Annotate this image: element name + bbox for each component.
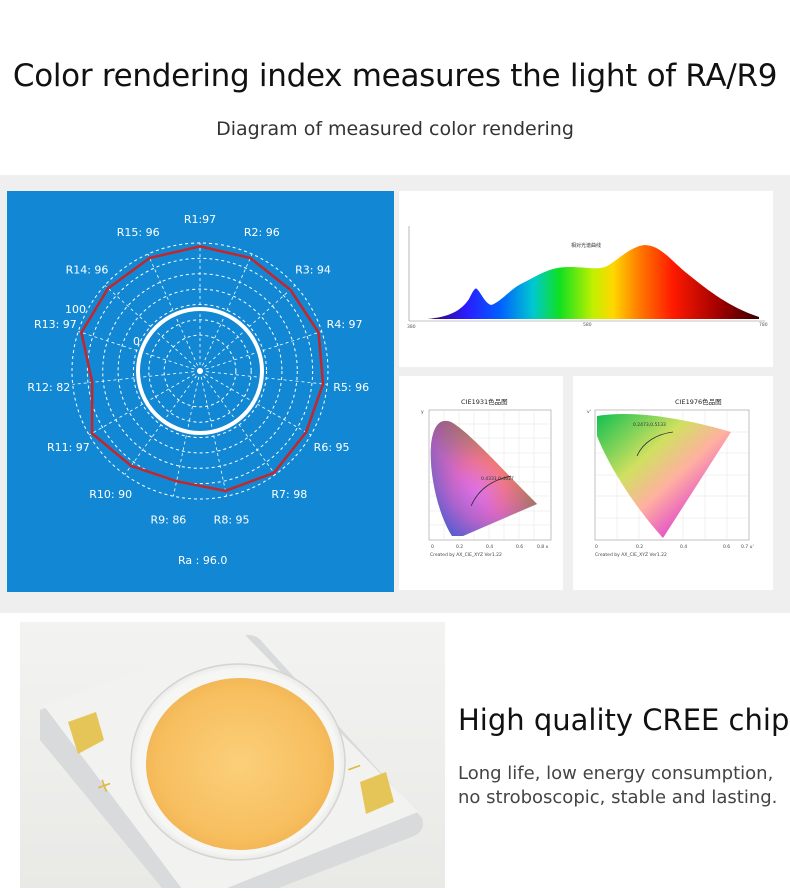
cie1931-point-label: 0.4331,0.4027 — [481, 476, 514, 482]
polar-axis-label: R7: 98 — [271, 488, 307, 501]
svg-text:v': v' — [587, 409, 591, 415]
grid-spoke — [199, 253, 253, 372]
polar-axis-label: R1:97 — [184, 213, 216, 226]
page-title: Color rendering index measures the light… — [12, 58, 778, 94]
svg-text:0.2: 0.2 — [456, 544, 463, 550]
polar-axis-label: R9: 86 — [150, 514, 186, 527]
minus-mark: − — [342, 753, 366, 781]
spectrum-title: 相对光谱曲线 — [571, 242, 601, 249]
spectrum-xtick: 780 — [759, 322, 768, 328]
grid-ring — [148, 319, 252, 423]
svg-text:0.6: 0.6 — [516, 544, 523, 550]
chip-desc-line: no stroboscopic, stable and lasting. — [458, 787, 778, 808]
cie1931-title: CIE1931色品图 — [461, 397, 508, 406]
spectrum-xtick: 380 — [407, 324, 416, 330]
cie1976-svg: CIE1976色品图 0.2473,0.5133 v' 0 0.2 0.4 0.… — [587, 397, 754, 558]
gold-pad — [68, 712, 104, 754]
page-subtitle: Diagram of measured color rendering — [216, 118, 574, 140]
cie1976-title: CIE1976色品图 — [675, 397, 722, 406]
svg-text:0.8 x: 0.8 x — [537, 544, 549, 550]
scale-zero-label: 0 — [133, 335, 140, 348]
polar-axis-label: R13: 97 — [34, 318, 77, 331]
svg-text:0.6: 0.6 — [723, 544, 730, 550]
chip-desc-line: Long life, low energy consumption, — [458, 763, 774, 784]
ra-label: Ra : 96.0 — [178, 554, 227, 567]
svg-text:y: y — [421, 410, 424, 415]
cie1931-chart: CIE1931色品图 0.4331,0.4027 y 0 0.2 0.4 0.6… — [399, 376, 563, 590]
phosphor-disc — [146, 678, 334, 850]
cie1976-gamut — [597, 413, 731, 538]
cie1976-point-label: 0.2473,0.5133 — [633, 422, 666, 428]
polar-axis-label: R14: 96 — [66, 263, 109, 276]
chip-illustration: + − — [40, 632, 423, 888]
polar-axis-label: R6: 95 — [314, 441, 350, 454]
grid-ring — [163, 334, 237, 408]
scale-max-label: 100 — [65, 303, 86, 316]
polar-axis-label: R2: 96 — [244, 226, 280, 239]
polar-axis-label: R5: 96 — [333, 381, 369, 394]
grid-spoke — [147, 253, 201, 372]
spectrum-chart: 相对光谱曲线 380 580 780 — [399, 191, 773, 367]
grid-spoke — [124, 370, 201, 475]
svg-text:0.7 u': 0.7 u' — [741, 544, 754, 550]
cie1931-footer: Created by AX_CIE_XYZ Ver1.22 — [430, 552, 502, 558]
cob-chip-photo: + − — [20, 622, 445, 888]
polar-axis-label: R10: 90 — [89, 488, 132, 501]
chip-title: High quality CREE chip — [458, 703, 790, 737]
center-dot — [197, 368, 203, 374]
polar-grid — [71, 242, 329, 500]
gold-pad — [360, 772, 394, 814]
spectrum-xtick: 580 — [583, 322, 592, 328]
cie1931-svg: CIE1931色品图 0.4331,0.4027 y 0 0.2 0.4 0.6… — [421, 397, 552, 558]
plus-mark: + — [92, 771, 116, 799]
spectrum-svg: 相对光谱曲线 380 580 780 — [407, 226, 768, 330]
cri-polar-chart: R1:97 R2: 96 R3: 94 R4: 97 R5: 96 R6: 95 R7: 9… — [7, 191, 394, 592]
cie1976-chart: CIE1976色品图 0.2473,0.5133 v' 0 0.2 0.4 0.… — [573, 376, 773, 590]
grid-ring — [86, 257, 314, 485]
polar-axis-label: R8: 95 — [214, 514, 250, 527]
polar-chart-svg: R1:97 R2: 96 R3: 94 R4: 97 R5: 96 R6: 95 R7: 9… — [27, 213, 369, 567]
svg-text:0: 0 — [595, 544, 598, 550]
polar-axis-label: R15: 96 — [117, 226, 160, 239]
svg-text:0.2: 0.2 — [636, 544, 643, 550]
polar-labels: R1:97 R2: 96 R3: 94 R4: 97 R5: 96 R6: 95 R7: 9… — [27, 213, 369, 527]
spectrum-curve — [427, 245, 759, 319]
polar-axis-label: R4: 97 — [327, 318, 363, 331]
inner-ring — [136, 307, 264, 435]
svg-text:0.4: 0.4 — [486, 544, 493, 550]
polar-axis-label: R3: 94 — [295, 263, 331, 276]
svg-text:0: 0 — [431, 544, 434, 550]
chip-description: Long life, low energy consumption, no st… — [458, 762, 777, 810]
polar-axis-label: R11: 97 — [47, 441, 90, 454]
grid-ring — [117, 288, 283, 454]
cie1976-footer: Created by AX_CIE_XYZ Ver1.22 — [595, 552, 667, 558]
polar-axis-label: R12: 82 — [27, 381, 70, 394]
cri-polygon — [80, 244, 325, 493]
svg-text:0.4: 0.4 — [680, 544, 687, 550]
